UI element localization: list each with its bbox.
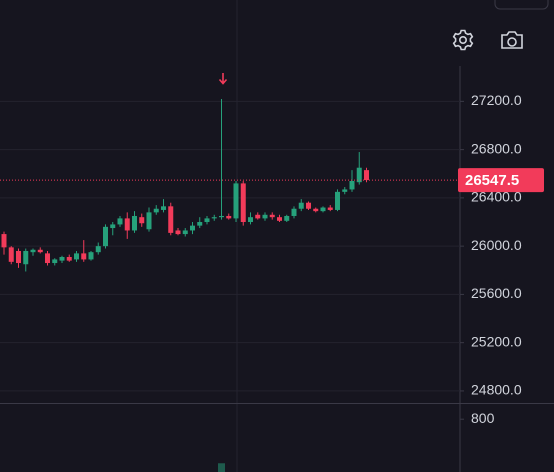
sell-marker (218, 73, 228, 85)
candle-body (240, 183, 246, 223)
candle-body (284, 215, 290, 221)
candle-body (204, 218, 210, 223)
candle-body (88, 252, 94, 260)
y-tick-label: 26400.0 (471, 189, 522, 205)
candle-body (349, 180, 355, 190)
candle-body (110, 224, 116, 229)
candle-body (226, 215, 232, 219)
candle-body (219, 215, 224, 218)
candle-body (81, 253, 87, 260)
candle-body (233, 183, 239, 219)
candle-body (255, 214, 261, 219)
toolbar-button[interactable] (494, 0, 549, 10)
candle-body (211, 217, 217, 219)
candle-body (356, 167, 362, 183)
plot-area: 24800.0 25200.0 25600.0 26000.0 26400.0 26800… (0, 92, 544, 472)
candle-body (37, 249, 43, 253)
candle-body (335, 191, 340, 210)
volume-tick-label: 800 (471, 410, 495, 426)
candle-body (364, 170, 369, 181)
candle-body (298, 202, 304, 209)
y-tick-label: 27200.0 (471, 92, 522, 108)
screenshot-button[interactable] (501, 31, 523, 49)
candle-body (320, 207, 326, 212)
candle-body (197, 222, 203, 226)
candle-body (139, 217, 145, 224)
candle-body (45, 253, 50, 264)
last-price-tag (458, 168, 544, 193)
candle-body (269, 214, 275, 218)
y-tick-label: 25200.0 (471, 333, 522, 349)
candle-body (175, 230, 181, 235)
candle-body (103, 226, 108, 247)
candle-body (153, 208, 159, 213)
y-tick-label: 26000.0 (471, 237, 522, 253)
y-tick-label: 24800.0 (471, 382, 522, 398)
candle-body (95, 246, 101, 253)
candle-body (168, 206, 174, 233)
candle-body (291, 208, 297, 216)
y-tick-label: 25600.0 (471, 285, 522, 301)
candle-body (182, 230, 188, 235)
candle-body (132, 215, 137, 231)
last-price-label: 26547.5 (465, 172, 519, 189)
candle-body (74, 253, 79, 260)
candle-body (8, 247, 14, 262)
candle-body (117, 218, 123, 225)
candle-body (306, 202, 311, 209)
candle-body (277, 217, 282, 221)
candle-body (52, 259, 58, 264)
candle-body (66, 257, 72, 261)
candle-body (16, 250, 21, 264)
settings-button[interactable] (452, 29, 474, 51)
y-tick-label: 26800.0 (471, 140, 522, 156)
candle-body (23, 250, 29, 265)
candle-body (342, 189, 348, 192)
candle-body (30, 249, 36, 253)
candle-body (262, 214, 268, 219)
candle-body (146, 212, 152, 230)
candle-body (190, 225, 195, 231)
candle-body (327, 207, 333, 210)
candle-body (248, 217, 253, 223)
candle-body (161, 206, 166, 210)
volume-bar (218, 463, 225, 472)
candle-body (59, 257, 65, 261)
candle-body (1, 234, 7, 248)
candle-body (124, 218, 130, 231)
candle-body (313, 208, 319, 212)
